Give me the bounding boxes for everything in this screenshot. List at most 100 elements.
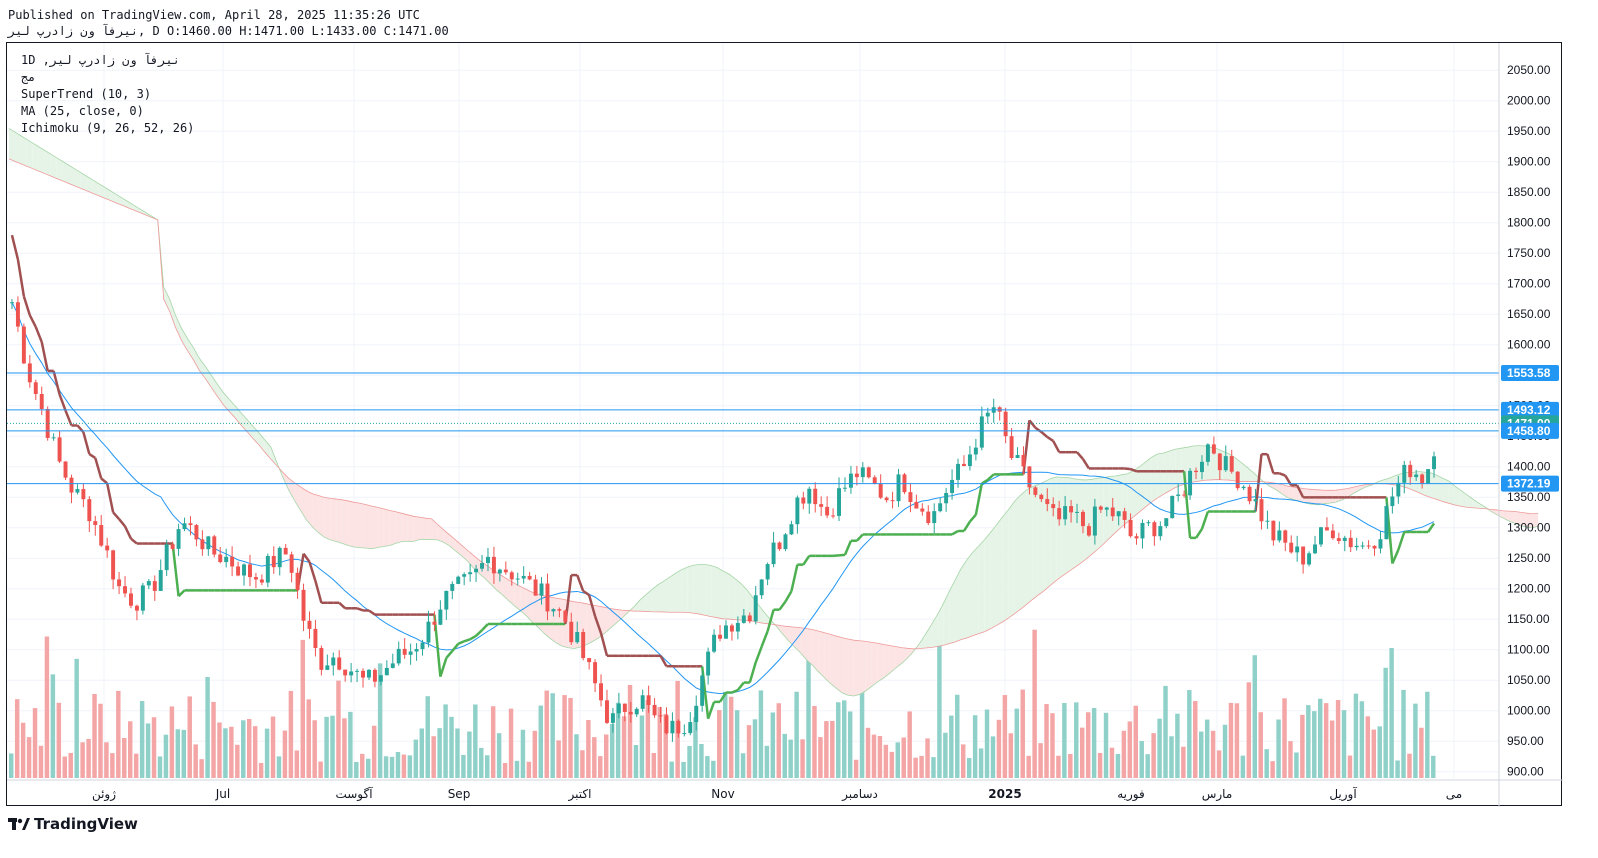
volume-bar (1002, 695, 1008, 778)
cloud-segment (1478, 503, 1485, 509)
candle-body (1217, 453, 1222, 471)
legend-supertrend[interactable]: SuperTrend (10, 3) (21, 87, 152, 101)
candle (843, 477, 847, 492)
volume-bar (889, 751, 895, 778)
candle (420, 639, 425, 656)
y-tick-label: 1000.00 (1507, 704, 1551, 718)
price-chart[interactable]: 2050.00 2000.00 1950.00 1900.00 1850.00 1800.… (7, 43, 1563, 807)
candle (676, 719, 681, 738)
candle (1390, 487, 1395, 514)
cloud-segment (50, 154, 57, 179)
cloud-segment (38, 146, 45, 174)
volume-bar (901, 737, 906, 778)
candle-body (1396, 482, 1401, 497)
volume-bar (1085, 712, 1091, 778)
volume-bar (966, 758, 972, 778)
candle-body (551, 609, 556, 612)
volume-bar (1383, 667, 1388, 778)
volume-bar (157, 756, 163, 778)
volume-bar (990, 736, 996, 778)
supertrend-segment (599, 632, 609, 657)
volume-bar (550, 693, 555, 778)
candle-body (93, 521, 98, 526)
volume-bar (681, 761, 686, 778)
candle-body (325, 665, 330, 670)
cloud-segment (794, 627, 801, 653)
candle-body (1360, 545, 1365, 547)
legend-symbol[interactable]: 1D ,نیرفآ ون زادرپ لیر (21, 53, 180, 67)
tradingview-logo[interactable]: TradingView (8, 815, 138, 833)
volume-bar (984, 709, 990, 778)
candle (355, 668, 360, 683)
candle-body (1200, 461, 1204, 473)
legend-ichimoku[interactable]: Ichimoku (9, 26, 52, 26) (21, 121, 195, 135)
volume-bar (1163, 685, 1168, 778)
candle-body (1301, 546, 1306, 565)
cloud-segment (485, 564, 491, 585)
cloud-segment (205, 366, 212, 388)
supertrend-segment (481, 623, 489, 632)
candle-body (1057, 508, 1062, 520)
candle (979, 406, 984, 451)
candle-body (1122, 511, 1127, 520)
candle (111, 549, 116, 590)
candle (575, 621, 580, 644)
candle-body (1146, 522, 1151, 524)
candle (1295, 535, 1300, 562)
volume-bar (1097, 752, 1103, 778)
candle-body (331, 657, 336, 666)
candle (253, 572, 258, 589)
candle (146, 578, 151, 590)
senkou-span-b (8, 158, 1539, 650)
candle-body (1063, 506, 1068, 520)
supertrend-segment (981, 478, 989, 485)
cloud-segment (74, 168, 81, 189)
price-badge: 1553.58 (1501, 365, 1559, 382)
candle (1033, 486, 1038, 498)
volume-bar (687, 745, 692, 778)
volume-bar (1312, 711, 1317, 778)
candle-body (872, 477, 877, 484)
candle (1223, 445, 1228, 472)
cloud-segment (407, 514, 414, 542)
volume-bar (907, 711, 912, 778)
candle (361, 668, 365, 688)
candle (1420, 473, 1425, 489)
cloud-segment (1437, 475, 1443, 502)
candle-body (658, 715, 663, 717)
candle-body (188, 523, 193, 526)
candle (1301, 546, 1306, 574)
volume-bar (407, 755, 413, 778)
candle (57, 430, 62, 464)
y-tick-label: 1700.00 (1507, 277, 1551, 291)
candle-body (896, 474, 901, 502)
candle-body (1009, 436, 1014, 458)
candle-body (224, 556, 229, 563)
supertrend-segment (790, 564, 799, 592)
candle (313, 620, 318, 657)
supertrend-segment (1046, 435, 1054, 443)
candle (712, 629, 717, 654)
supertrend-segment (88, 452, 96, 459)
candle (729, 623, 734, 641)
supertrend-segment (171, 543, 180, 597)
candle (1170, 495, 1175, 519)
cloud-segment (687, 565, 694, 614)
candle-body (932, 511, 937, 524)
volume-bar (455, 728, 460, 778)
supertrend-segment (314, 580, 323, 604)
supertrend-segment (177, 589, 186, 598)
candle (170, 541, 175, 551)
legend-ma[interactable]: MA (25, close, 0) (21, 104, 144, 118)
volume-bar (1288, 741, 1293, 778)
candle-body (599, 683, 603, 701)
candle-body (468, 572, 473, 575)
cloud-segment (830, 634, 837, 689)
candle (343, 669, 348, 682)
y-tick-label: 1900.00 (1507, 155, 1551, 169)
candle (164, 539, 169, 577)
volume-bar (348, 711, 353, 778)
volume-bar (419, 728, 424, 778)
chart-frame[interactable]: 2050.00 2000.00 1950.00 1900.00 1850.00 1800.… (6, 42, 1563, 807)
volume-bar (401, 754, 407, 778)
